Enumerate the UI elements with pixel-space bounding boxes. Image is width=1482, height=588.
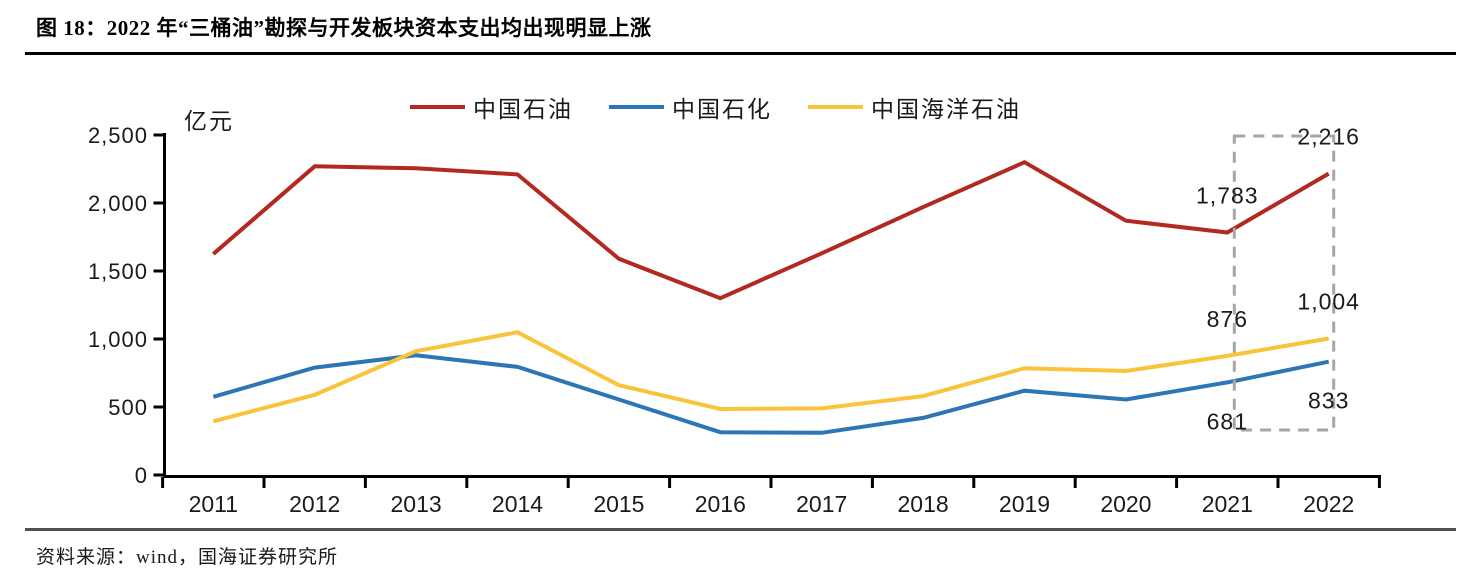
legend-item-cnooc: 中国海洋石油 <box>808 90 1021 124</box>
data-label-petrochina-2022: 2,216 <box>1297 124 1360 150</box>
x-tick-label: 2019 <box>999 491 1050 517</box>
legend-label-sinopec: 中国石化 <box>672 97 772 122</box>
data-labels: 1,783 2,216 876 1,004 681 833 <box>1196 124 1360 435</box>
x-tick-label: 2022 <box>1303 491 1354 517</box>
x-tick-label: 2016 <box>695 491 746 517</box>
x-tick-label: 2011 <box>189 491 238 517</box>
x-axis-ticks-and-labels: 2011 2012 2013 2014 2015 2016 2017 2018 2019 2020… <box>161 477 1381 517</box>
y-tick-label: 1,000 <box>88 327 148 352</box>
x-tick-label: 2018 <box>898 491 949 517</box>
legend-item-petrochina: 中国石油 <box>410 90 573 124</box>
y-tick-label: 500 <box>108 395 148 420</box>
series-line-cnooc <box>212 330 1330 424</box>
series-line-petrochina <box>211 159 1330 301</box>
figure-title: 图 18：2022 年“三桶油”勘探与开发板块资本支出均出现明显上涨 <box>36 16 652 40</box>
y-tick-label: 0 <box>135 463 148 488</box>
y-tick-label: 1,500 <box>88 259 148 284</box>
legend-swatch-sinopec <box>609 105 664 109</box>
data-label-petrochina-2021: 1,783 <box>1196 183 1259 209</box>
legend-label-petrochina: 中国石油 <box>473 97 573 122</box>
chart-legend: 中国石油 中国石化 中国海洋石油 <box>410 90 1021 124</box>
y-tick-label: 2,000 <box>88 191 148 216</box>
x-tick-label: 2021 <box>1202 491 1253 517</box>
axes <box>163 133 1381 478</box>
title-underline <box>25 52 1456 55</box>
x-tick-label: 2017 <box>796 491 847 517</box>
data-label-cnooc-2021: 876 <box>1207 306 1248 332</box>
y-axis-unit-label: 亿元 <box>184 109 234 134</box>
data-label-sinopec-2022: 833 <box>1308 388 1349 414</box>
x-tick-label: 2014 <box>492 491 543 517</box>
legend-swatch-petrochina <box>410 105 465 109</box>
legend-item-sinopec: 中国石化 <box>609 90 772 124</box>
legend-label-cnooc: 中国海洋石油 <box>871 97 1021 122</box>
data-label-sinopec-2021: 681 <box>1207 408 1248 434</box>
y-axis-ticks-and-labels: 0 500 1,000 1,500 2,000 2,500 <box>88 123 165 488</box>
data-label-cnooc-2022: 1,004 <box>1297 288 1360 314</box>
x-tick-label: 2020 <box>1100 491 1151 517</box>
y-tick-label: 2,500 <box>88 123 148 148</box>
x-tick-label: 2012 <box>289 491 340 517</box>
highlight-box-2021-2022 <box>1232 134 1336 432</box>
source-text: 资料来源：wind，国海证券研究所 <box>36 547 339 568</box>
legend-swatch-cnooc <box>808 105 863 109</box>
x-tick-label: 2015 <box>593 491 644 517</box>
x-tick-label: 2013 <box>391 491 442 517</box>
bottom-divider <box>25 528 1456 531</box>
